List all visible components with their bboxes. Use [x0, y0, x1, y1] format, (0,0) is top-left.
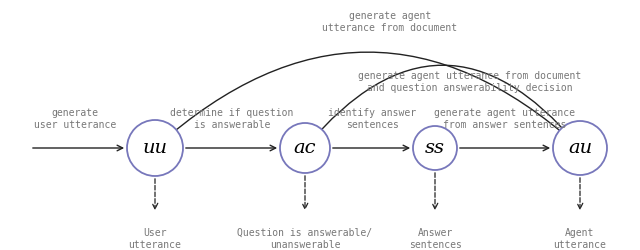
Circle shape	[127, 120, 183, 176]
Text: Agent
utterance: Agent utterance	[554, 228, 607, 250]
Circle shape	[280, 123, 330, 173]
Text: User
utterance: User utterance	[129, 228, 181, 250]
Text: Answer
sentences: Answer sentences	[408, 228, 461, 250]
Text: generate
user utterance: generate user utterance	[34, 108, 116, 130]
Text: ss: ss	[425, 139, 445, 157]
Circle shape	[413, 126, 457, 170]
Text: Question is answerable/
unanswerable: Question is answerable/ unanswerable	[237, 228, 372, 250]
Text: generate agent utterance
from answer sentences: generate agent utterance from answer sen…	[435, 108, 575, 130]
Circle shape	[553, 121, 607, 175]
Text: generate agent
utterance from document: generate agent utterance from document	[323, 11, 458, 33]
Text: uu: uu	[143, 139, 168, 157]
Text: au: au	[568, 139, 592, 157]
Text: ac: ac	[294, 139, 316, 157]
Text: identify answer
sentences: identify answer sentences	[328, 108, 416, 130]
Text: generate agent utterance from document
and question answerability decision: generate agent utterance from document a…	[358, 71, 582, 93]
Text: determine if question
is answerable: determine if question is answerable	[170, 108, 294, 130]
